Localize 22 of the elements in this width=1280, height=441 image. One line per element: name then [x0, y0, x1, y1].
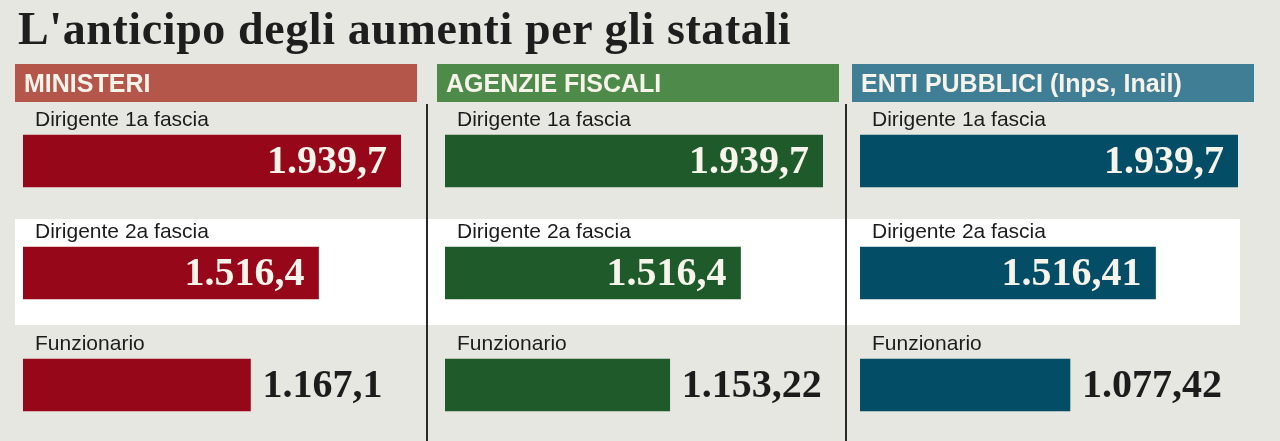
- y-tick-label: Dirigente 1a fascia: [872, 107, 1047, 130]
- y-tick-label: Dirigente 2a fascia: [35, 219, 210, 242]
- data-label: 1.516,41: [1001, 249, 1142, 295]
- y-tick-label: Dirigente 1a fascia: [35, 107, 210, 130]
- data-label: 1.153,22: [681, 361, 822, 407]
- chart-subtitle: AGENZIE FISCALI: [437, 64, 839, 102]
- data-label: 1.939,7: [267, 137, 387, 183]
- data-label: 1.939,7: [689, 137, 809, 183]
- data-label: 1.939,7: [1104, 137, 1224, 183]
- chart-subtitle: ENTI PUBBLICI (Inps, Inail): [852, 64, 1254, 102]
- y-tick-label: Funzionario: [35, 331, 145, 354]
- y-tick-label: Funzionario: [872, 331, 982, 354]
- data-label: 1.167,1: [262, 361, 383, 407]
- data-label: 1.516,4: [606, 249, 727, 295]
- y-tick-label: Dirigente 2a fascia: [457, 219, 632, 242]
- y-tick-label: Funzionario: [457, 331, 567, 354]
- chart-subtitle: MINISTERI: [15, 64, 417, 102]
- data-label: 1.077,42: [1081, 361, 1222, 407]
- y-tick-label: Dirigente 2a fascia: [872, 219, 1047, 242]
- data-label: 1.516,4: [184, 249, 305, 295]
- y-tick-label: Dirigente 1a fascia: [457, 107, 632, 130]
- chart-title: L'anticipo degli aumenti per gli statali: [18, 3, 792, 55]
